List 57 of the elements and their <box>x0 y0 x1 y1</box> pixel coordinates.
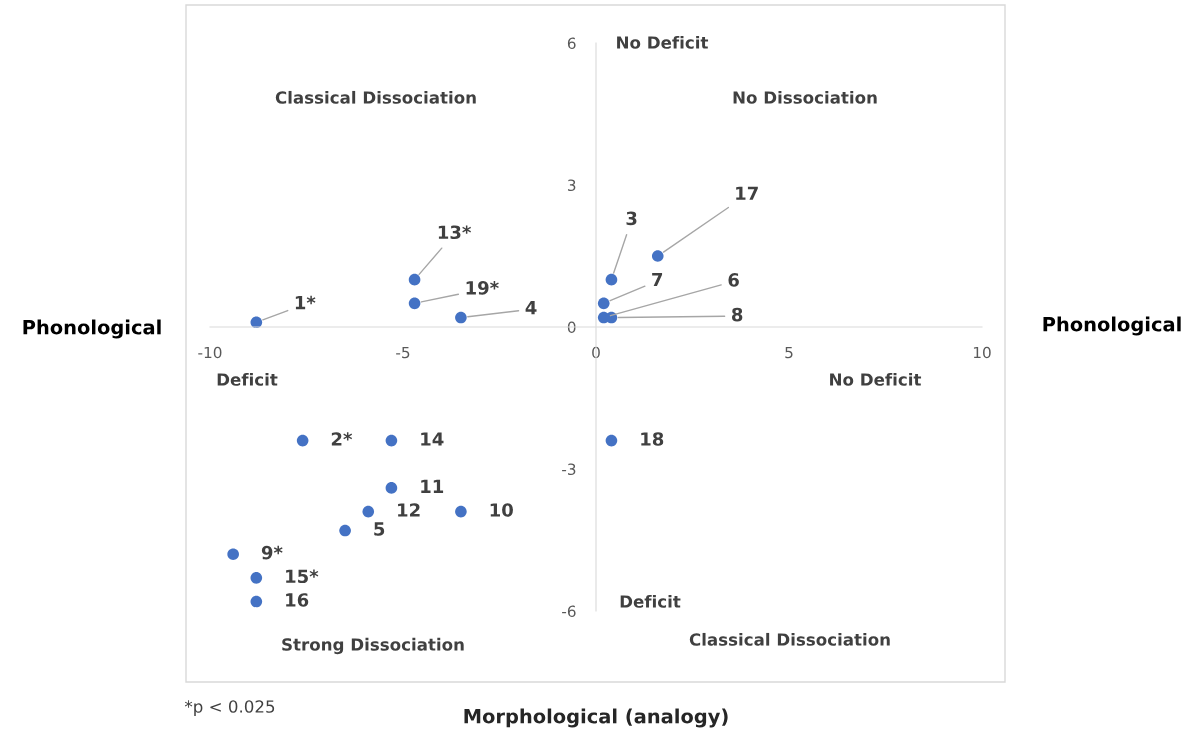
y-tick-label: 0 <box>567 321 576 334</box>
annotation: 19* <box>466 281 499 295</box>
annotation: Classical Dissociation <box>275 90 476 104</box>
annotation: 2* <box>331 432 353 446</box>
y-tick-label: -6 <box>562 605 576 618</box>
annotation: 17 <box>736 186 758 200</box>
x-tick-label: 10 <box>973 346 991 359</box>
point <box>651 250 664 262</box>
point <box>362 505 375 518</box>
x-axis-title: Morphological (analogy) <box>464 708 728 728</box>
annotation: 15* <box>286 569 319 584</box>
y-tick-label: 6 <box>567 37 576 50</box>
annotation: 3 <box>626 211 637 226</box>
point <box>296 434 309 447</box>
text: Phonological <box>1043 316 1181 336</box>
point <box>227 548 239 561</box>
text: Classical Dissociation <box>689 632 890 646</box>
annotation: Deficit <box>620 594 681 608</box>
point <box>250 595 263 608</box>
y-tick-label: -3 <box>562 463 576 476</box>
annotation: 4 <box>525 301 537 315</box>
x-tick-label: 0 <box>592 346 600 359</box>
annotation: 5 <box>374 522 385 536</box>
annotation: 11 <box>421 479 444 493</box>
annotation: No Deficit <box>830 372 922 386</box>
point <box>385 434 398 447</box>
point <box>385 482 398 494</box>
point <box>250 572 263 584</box>
x-tick-label: 5 <box>785 346 793 359</box>
annotation: No Deficit <box>617 35 709 49</box>
point <box>455 311 467 324</box>
annotation: 18 <box>641 432 664 446</box>
annotation: No Dissociation <box>733 90 877 104</box>
point <box>408 273 421 286</box>
point <box>605 273 618 286</box>
annotation: Deficit <box>217 372 278 386</box>
annotation: 7 <box>652 272 663 287</box>
text: Phonological <box>23 319 161 339</box>
point <box>408 297 421 310</box>
text: Strong Dissociation <box>282 637 464 655</box>
annotation: 8 <box>731 307 743 322</box>
annotation: 10 <box>490 503 513 517</box>
point <box>605 434 618 447</box>
point <box>455 505 467 518</box>
annotation: 13* <box>438 225 472 240</box>
text: *p < 0.025 <box>184 700 275 717</box>
y-tick-label: 3 <box>568 179 576 192</box>
point <box>339 524 351 537</box>
annotation: 1* <box>295 295 316 310</box>
annotation: 14 <box>421 432 444 446</box>
point <box>597 297 610 310</box>
x-tick-label: -10 <box>198 346 222 359</box>
annotation: 6 <box>728 273 739 287</box>
annotation: 16 <box>286 593 309 607</box>
x-tick-label: -5 <box>396 346 410 359</box>
annotation: 12 <box>398 503 420 517</box>
annotation: 9* <box>261 545 283 560</box>
